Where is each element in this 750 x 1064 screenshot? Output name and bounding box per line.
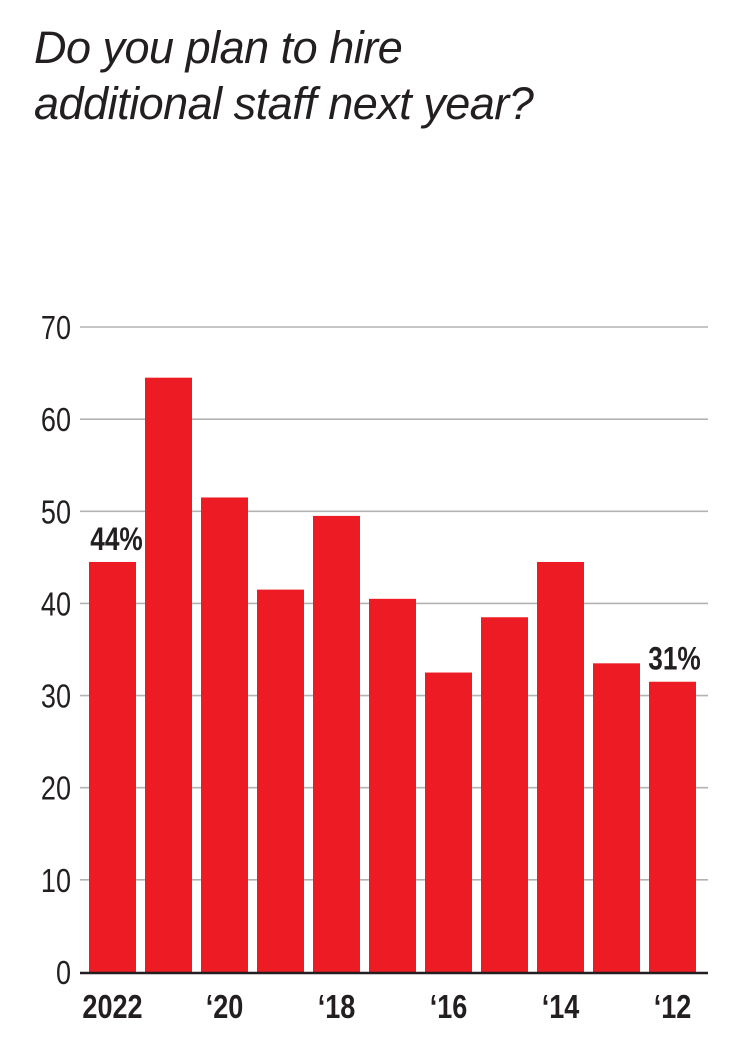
y-tick-label: 40	[41, 587, 71, 623]
y-tick-label: 30	[41, 679, 71, 715]
bar-'14	[537, 561, 584, 972]
bar-'18	[313, 515, 360, 972]
bar-'20	[201, 497, 248, 972]
y-axis-tick-labels: 0 10 20 30 40 50 60 70	[41, 311, 71, 992]
bar-2021	[145, 377, 192, 972]
bar-2019	[257, 589, 304, 972]
bar-'12	[649, 681, 696, 972]
x-tick-label: ‘18	[318, 990, 356, 1026]
chart-title: Do you plan to hire additional staff nex…	[34, 20, 724, 132]
bar-'16	[425, 672, 472, 972]
bar-2017	[369, 598, 416, 972]
data-label: 31%	[648, 642, 701, 677]
bar-2015	[481, 617, 528, 972]
x-tick-label: ‘20	[206, 990, 244, 1026]
y-tick-label: 20	[41, 771, 71, 807]
x-tick-label: ‘14	[542, 990, 580, 1026]
chart-title-line-2: additional staff next year?	[34, 78, 534, 129]
x-tick-label: ‘12	[654, 990, 692, 1026]
data-label: 44%	[90, 523, 143, 558]
chart-title-line-1: Do you plan to hire	[34, 22, 403, 73]
y-tick-label: 10	[41, 863, 71, 899]
y-tick-label: 70	[41, 311, 71, 347]
bar-2022	[89, 561, 136, 972]
y-tick-label: 0	[56, 956, 71, 992]
x-tick-label: 2022	[82, 990, 142, 1026]
y-tick-label: 60	[41, 403, 71, 439]
bar-2013	[593, 663, 640, 972]
data-labels: 44% 31%	[90, 523, 701, 678]
y-tick-label: 50	[41, 495, 71, 531]
x-tick-label: ‘16	[430, 990, 468, 1026]
bars	[89, 377, 696, 972]
x-axis-tick-labels: 2022 ‘20 ‘18 ‘16 ‘14 ‘12	[82, 990, 691, 1026]
